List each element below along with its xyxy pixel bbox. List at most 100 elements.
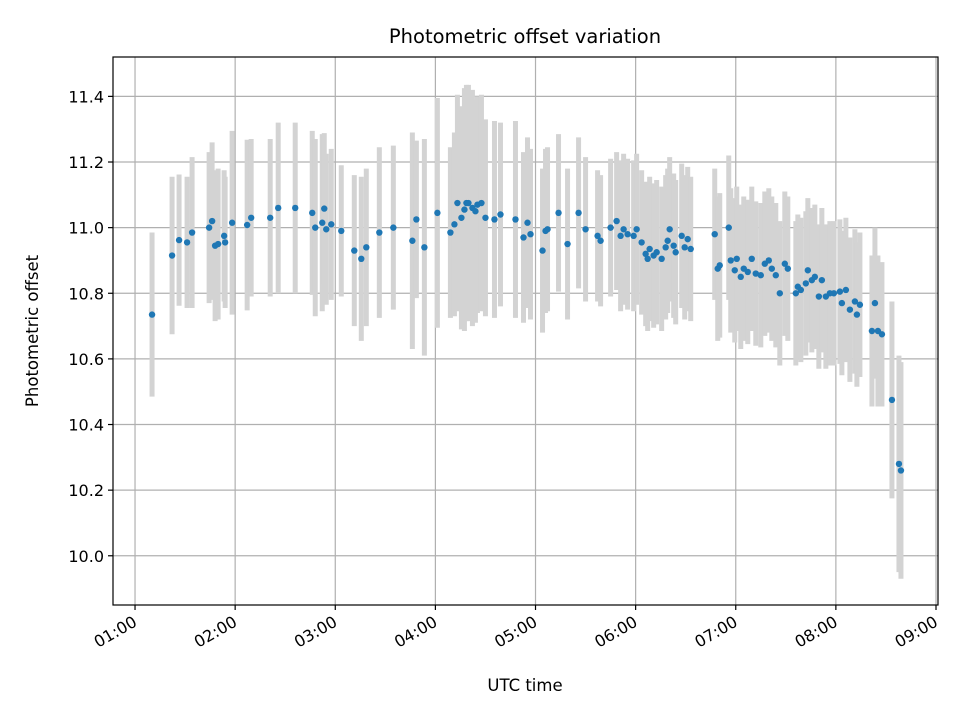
data-point [757,272,764,279]
y-tick-label: 10.8 [68,284,104,303]
data-point [266,214,274,221]
data-point [461,206,468,213]
data-point [544,226,551,233]
data-point [851,298,859,305]
data-point [853,311,861,318]
data-point [220,232,228,240]
data-point [520,234,527,241]
data-point [472,208,479,215]
data-point [624,230,631,238]
data-point [168,252,176,259]
data-point [752,270,759,277]
data-point [768,265,775,272]
y-tick-label: 11.0 [68,219,104,238]
data-point [776,290,784,297]
data-point [838,299,846,307]
data-point [527,230,534,238]
y-axis-label: Photometric offset [23,254,42,407]
data-point [358,255,365,263]
chart-title: Photometric offset variation [389,25,661,48]
data-point [478,199,485,207]
data-point [183,239,191,246]
data-point [539,247,546,254]
data-point [678,232,685,240]
data-point [672,249,679,256]
data-point [208,217,216,225]
data-point [744,268,751,276]
data-point [221,239,229,246]
data-point [148,311,156,318]
data-point [376,229,383,236]
data-point [630,232,637,240]
data-point [454,199,461,207]
y-tick-label: 10.6 [68,350,104,369]
data-points [148,199,905,474]
data-point [830,290,838,297]
data-point [434,209,441,217]
data-point [868,327,876,335]
data-point [781,260,789,267]
data-point [243,221,251,229]
data-point [465,199,472,207]
data-point [658,255,665,263]
data-point [638,239,645,246]
data-point [687,245,694,253]
data-point [613,217,620,225]
data-point [733,255,740,263]
data-point [731,267,738,274]
data-point [818,276,826,284]
data-point [846,306,854,313]
data-point [856,301,864,308]
data-point [811,273,819,281]
data-point [447,229,454,236]
data-point [836,288,844,295]
data-point [644,255,651,263]
data-point [646,245,653,253]
data-point [666,226,673,233]
y-tick-label: 10.2 [68,481,104,500]
data-point [582,226,589,233]
data-point [188,229,196,236]
data-point [497,211,504,218]
data-point [351,247,358,254]
data-point [205,224,213,231]
data-point [363,244,370,251]
data-point [684,235,691,243]
data-point [214,240,222,248]
data-point [670,242,677,249]
data-point [575,209,582,217]
data-point [555,209,562,217]
data-point [662,244,669,251]
data-point [642,250,649,258]
data-point [491,216,498,223]
data-point [878,331,886,338]
data-point [897,467,905,474]
data-point [633,226,640,233]
data-point [842,286,850,294]
data-point [620,226,627,233]
data-point [727,257,734,264]
data-point [711,230,718,238]
data-point [895,460,903,468]
data-point [409,237,416,244]
plot-frame [112,56,939,606]
x-axis-label: UTC time [487,676,562,695]
data-point [292,204,299,212]
data-point [247,214,255,221]
data-point [597,237,604,244]
data-point [716,262,723,269]
y-tick-label: 11.4 [68,87,104,106]
data-point [328,221,335,228]
data-point [607,224,614,231]
data-point [321,205,328,212]
data-point [312,224,319,231]
data-point [413,216,420,223]
y-tick-label: 10.0 [68,547,104,566]
data-point [888,396,896,404]
data-point [309,209,316,217]
data-point [664,237,671,244]
data-point [748,255,755,263]
data-point [275,204,282,212]
data-point [681,244,688,251]
